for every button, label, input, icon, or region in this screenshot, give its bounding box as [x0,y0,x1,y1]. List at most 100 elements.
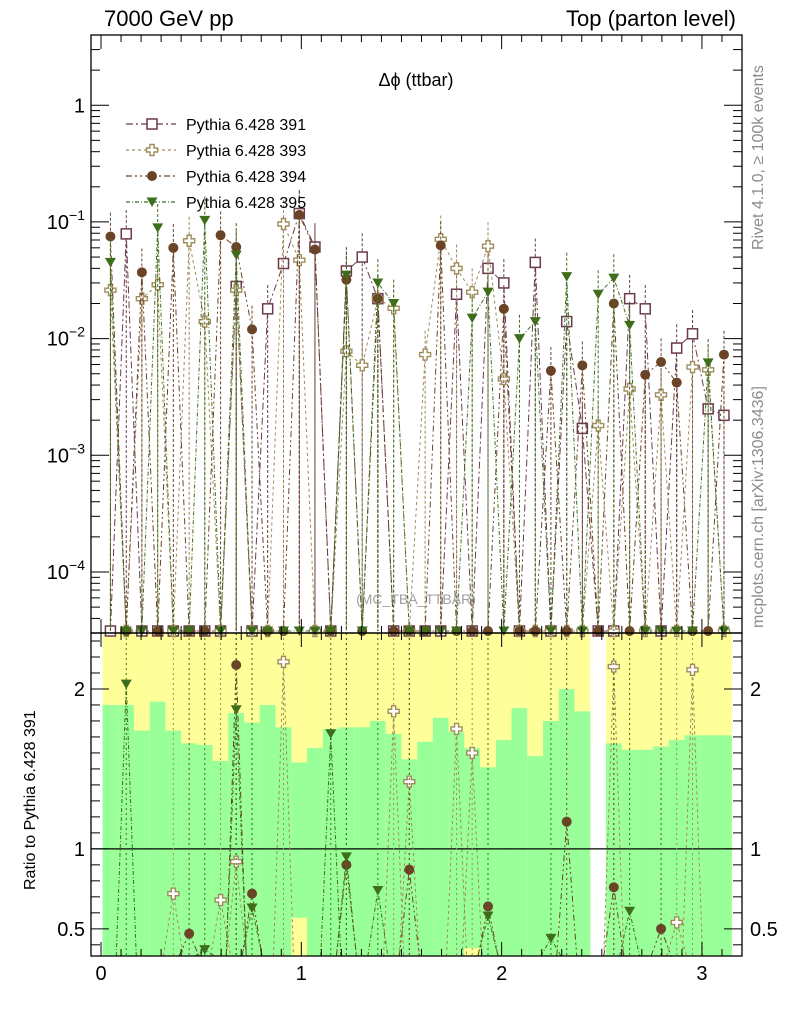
y-axis-ticks: 1 10−1 10−2 10−3 10−4 [47,34,742,634]
data-point [577,360,588,371]
ratio-point [561,816,572,827]
data-point [277,217,290,231]
band-green-bin [653,746,669,956]
ratio-point [387,705,400,718]
ratio-point [199,945,211,955]
data-point [372,278,384,288]
ratio-point [246,903,258,914]
data-point [592,289,604,300]
series-line [109,214,725,632]
band-green-bin [527,756,544,956]
legend-label: Pythia 6.428 391 [186,117,306,134]
band-green-bin [700,735,717,956]
data-point [230,250,242,261]
x-tick-label: 2 [496,963,507,985]
series-line [109,223,725,632]
x-axis-ticks: 0 1 2 3 [95,35,723,985]
ratio-tick-label-left: 2 [74,679,85,701]
ratio-point [325,729,337,739]
data-point [294,209,305,220]
ratio-y-axis-ticks: 0.5 0.5 1 1 2 2 [57,640,778,946]
data-point [325,626,337,636]
data-point [152,223,164,233]
ratio-point [465,746,479,760]
legend-marker [146,118,158,130]
data-point [215,626,227,636]
ratio-point [230,855,243,868]
data-point [262,626,274,636]
data-point [261,303,274,315]
data-point [529,317,541,327]
y-tick-label: 10−4 [47,557,85,584]
ratio-point [545,933,557,944]
ratio-point [482,911,494,922]
data-point [702,358,714,368]
x-tick-label: 3 [696,963,707,985]
ratio-plot-frame [90,632,743,957]
series-1 [104,189,730,637]
data-point [105,231,116,242]
band-green-bin [354,727,371,956]
data-point [465,285,479,299]
legend: Pythia 6.428 391 Pythia 6.428 393 Pythia 6… [126,117,306,212]
band-green-bin [338,727,355,956]
band-green-bin [322,728,339,956]
data-point [498,626,510,636]
ratio-point [624,906,636,917]
data-point [340,270,352,281]
data-point [293,253,306,267]
data-point [624,320,636,331]
data-point [640,369,651,380]
ratio-point [214,893,227,907]
band-green-bin [307,748,323,956]
band-green-bin [149,701,166,956]
ratio-tick-label-left: 1 [74,839,85,861]
data-point [356,251,368,263]
data-point [435,240,446,251]
ratio-plot-series [115,633,704,957]
ratio-point [372,885,384,896]
band-green-bin [716,735,732,956]
data-point [182,234,196,247]
data-point [545,626,557,636]
y-tick-label: 1 [74,95,85,117]
ratio-point [450,722,463,736]
ratio-tick-label-right: 0.5 [750,919,778,941]
y-tick-label: 10−1 [47,207,85,234]
data-point [136,267,147,278]
band-green-bin [275,727,292,956]
data-point [418,348,432,361]
ratio-point [607,660,621,673]
ratio-uncertainty-band [102,633,732,956]
ratio-series-4 [115,633,641,957]
data-point [671,626,683,636]
ratio-tick-label-right: 1 [750,839,761,861]
band-green-bin [621,749,638,956]
main-plot-series [104,189,731,638]
data-point [718,349,729,360]
ratio-tick-label-left: 0.5 [57,919,85,941]
data-point [183,626,195,636]
data-point [639,626,651,636]
ratio-point [483,901,494,912]
y-tick-label: 10−3 [47,440,85,467]
band-green-bin [102,704,119,956]
ratio-point [670,916,683,929]
data-point [529,256,542,269]
data-point [120,626,132,636]
data-point [450,262,463,275]
ratio-point [656,923,667,934]
data-point [545,365,556,376]
data-point [576,626,588,636]
data-point [482,287,494,298]
data-point [356,626,368,636]
legend-marker [147,171,157,181]
y-tick-label: 10−2 [47,324,85,351]
data-point [277,626,289,636]
ratio-point [608,882,619,893]
data-point [498,303,509,314]
band-green-bin [684,735,701,956]
data-point [293,626,305,636]
series-line [109,220,725,632]
